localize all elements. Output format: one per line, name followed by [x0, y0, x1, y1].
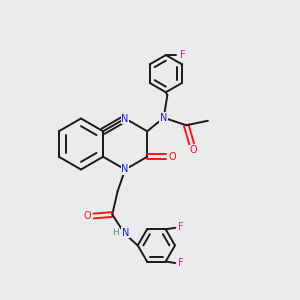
Text: O: O	[189, 146, 197, 155]
Text: N: N	[122, 227, 129, 238]
Text: F: F	[179, 50, 185, 60]
Text: N: N	[160, 113, 167, 123]
Text: N: N	[122, 113, 129, 124]
Text: H: H	[112, 228, 119, 237]
Text: N: N	[122, 164, 129, 175]
Text: O: O	[169, 152, 176, 162]
Text: F: F	[178, 223, 184, 232]
Text: F: F	[178, 258, 184, 268]
Text: O: O	[83, 211, 91, 221]
